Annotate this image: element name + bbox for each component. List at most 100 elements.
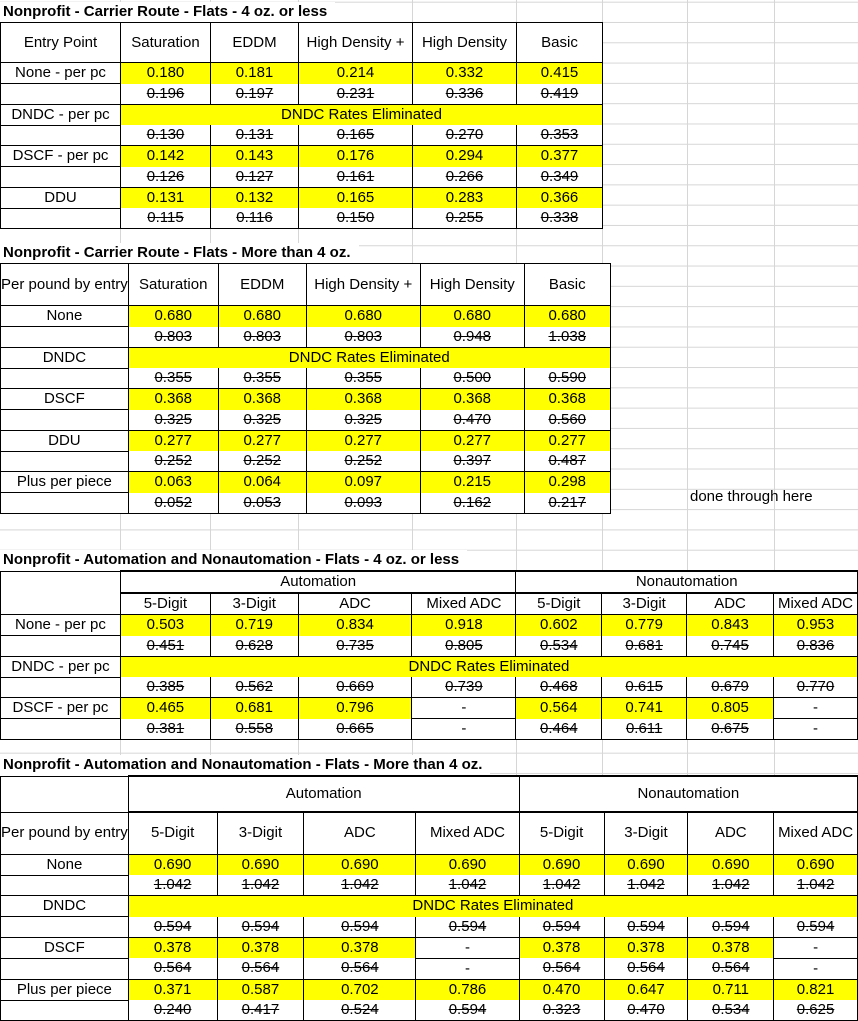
rate-current-cell[interactable]: 0.741 xyxy=(601,697,688,719)
rate-old-cell[interactable]: 0.500 xyxy=(419,368,525,389)
rate-old-cell[interactable]: 0.558 xyxy=(209,718,299,740)
rate-old-cell[interactable]: 0.353 xyxy=(516,125,603,146)
rate-current-cell[interactable]: 0.680 xyxy=(419,305,525,327)
rate-current-cell[interactable]: 0.680 xyxy=(217,305,307,327)
row-label[interactable] xyxy=(0,492,129,514)
rate-old-cell[interactable]: 0.594 xyxy=(687,916,775,938)
row-label[interactable] xyxy=(0,208,121,229)
rate-current-cell[interactable]: 0.277 xyxy=(217,430,307,451)
rate-current-cell[interactable]: 0.277 xyxy=(419,430,525,451)
row-label[interactable]: DNDC - per pc xyxy=(0,656,121,678)
column-header[interactable]: EDDM xyxy=(210,22,299,63)
rate-current-cell[interactable]: 0.277 xyxy=(523,430,611,451)
row-label[interactable] xyxy=(0,83,121,105)
column-header[interactable]: EDDM xyxy=(217,263,307,306)
rate-old-cell[interactable]: 0.417 xyxy=(216,1000,305,1021)
rate-current-cell[interactable]: 0.681 xyxy=(209,697,299,719)
rate-old-cell[interactable]: 0.270 xyxy=(412,125,517,146)
table-title-carrier-route-4oz-or-less[interactable]: Nonprofit - Carrier Route - Flats - 4 oz… xyxy=(0,2,336,22)
rate-current-cell[interactable]: 0.368 xyxy=(523,388,611,410)
row-label[interactable]: Plus per piece xyxy=(0,979,129,1001)
rate-old-cell[interactable]: 0.594 xyxy=(303,916,417,938)
rate-current-cell[interactable]: 0.368 xyxy=(419,388,525,410)
rate-old-cell[interactable]: 1.038 xyxy=(523,326,611,348)
column-header[interactable]: ADC xyxy=(687,812,775,855)
dndc-eliminated-banner[interactable]: DNDC Rates Eliminated xyxy=(127,347,611,368)
rate-old-cell[interactable]: 0.150 xyxy=(298,208,413,229)
rate-current-cell[interactable]: 0.277 xyxy=(305,430,421,451)
rate-old-cell[interactable]: 1.042 xyxy=(603,875,689,896)
rate-dash-cell[interactable]: - xyxy=(773,958,858,980)
row-label[interactable] xyxy=(0,409,129,431)
row-label[interactable]: DNDC xyxy=(0,895,129,917)
rate-old-cell[interactable]: 0.803 xyxy=(127,326,219,348)
rate-old-cell[interactable]: 1.042 xyxy=(127,875,218,896)
table-title-automation-4oz-or-less[interactable]: Nonprofit - Automation and Nonautomation… xyxy=(0,550,468,570)
row-label[interactable]: DSCF xyxy=(0,388,129,410)
rate-old-cell[interactable]: 0.355 xyxy=(127,368,219,389)
rate-old-cell[interactable]: 0.126 xyxy=(120,166,211,188)
rate-current-cell[interactable]: 0.366 xyxy=(516,187,603,208)
rate-old-cell[interactable]: 0.197 xyxy=(210,83,299,105)
rate-current-cell[interactable]: 0.132 xyxy=(210,187,299,208)
rate-dash-cell[interactable]: - xyxy=(411,697,517,719)
rate-dash-cell[interactable]: - xyxy=(411,718,517,740)
column-header[interactable]: ADC xyxy=(686,593,774,615)
rate-current-cell[interactable]: 0.378 xyxy=(518,937,605,958)
row-label[interactable]: DDU xyxy=(0,187,121,209)
rate-old-cell[interactable]: 0.397 xyxy=(419,451,525,472)
rate-old-cell[interactable]: 0.803 xyxy=(305,326,421,348)
rate-old-cell[interactable]: 0.615 xyxy=(601,677,688,698)
rate-dash-cell[interactable]: - xyxy=(415,958,520,980)
rate-old-cell[interactable]: 0.252 xyxy=(305,451,421,472)
rate-current-cell[interactable]: 0.690 xyxy=(687,854,775,875)
column-header[interactable]: High Density + xyxy=(305,263,421,306)
column-header[interactable]: Saturation xyxy=(127,263,219,306)
rate-old-cell[interactable]: 0.196 xyxy=(120,83,211,105)
rate-current-cell[interactable]: 0.214 xyxy=(298,62,413,84)
rate-current-cell[interactable]: 0.378 xyxy=(603,937,689,958)
rate-current-cell[interactable]: 0.711 xyxy=(687,979,775,1000)
rate-old-cell[interactable]: 0.338 xyxy=(516,208,603,229)
rate-old-cell[interactable]: 0.564 xyxy=(216,958,305,980)
rate-old-cell[interactable]: 0.594 xyxy=(603,916,689,938)
rate-current-cell[interactable]: 0.796 xyxy=(297,697,413,719)
rate-current-cell[interactable]: 0.283 xyxy=(412,187,517,208)
rate-old-cell[interactable]: 0.336 xyxy=(412,83,517,105)
group-header-nonautomation[interactable]: Nonautomation xyxy=(515,570,858,594)
rate-current-cell[interactable]: 0.918 xyxy=(411,614,517,636)
rate-old-cell[interactable]: 0.325 xyxy=(127,409,219,431)
rate-old-cell[interactable]: 0.534 xyxy=(687,1000,775,1021)
row-label[interactable] xyxy=(0,916,129,938)
rate-old-cell[interactable]: 0.948 xyxy=(419,326,525,348)
corner-header-cell[interactable]: Per pound by entry xyxy=(0,263,129,306)
row-label[interactable]: DSCF - per pc xyxy=(0,697,121,719)
rate-current-cell[interactable]: 0.180 xyxy=(120,62,211,84)
rate-current-cell[interactable]: 0.690 xyxy=(773,854,858,875)
rate-current-cell[interactable]: 0.378 xyxy=(127,937,218,958)
rate-current-cell[interactable]: 0.332 xyxy=(412,62,517,84)
rate-current-cell[interactable]: 0.779 xyxy=(601,614,688,636)
rate-old-cell[interactable]: 0.564 xyxy=(687,958,775,980)
rate-old-cell[interactable]: 0.628 xyxy=(209,635,299,657)
rate-old-cell[interactable]: 0.266 xyxy=(412,166,517,188)
column-header[interactable]: Mixed ADC xyxy=(415,812,520,855)
row-label[interactable]: None - per pc xyxy=(0,62,121,84)
rate-dash-cell[interactable]: - xyxy=(772,697,858,719)
rate-current-cell[interactable]: 0.503 xyxy=(119,614,211,636)
rate-current-cell[interactable]: 0.064 xyxy=(217,471,307,493)
row-label[interactable] xyxy=(0,875,129,896)
dndc-eliminated-banner[interactable]: DNDC Rates Eliminated xyxy=(120,104,603,125)
rate-old-cell[interactable]: 0.594 xyxy=(773,916,858,938)
table-title-automation-more-than-4oz[interactable]: Nonprofit - Automation and Nonautomation… xyxy=(0,755,491,775)
rate-dash-cell[interactable]: - xyxy=(772,718,858,740)
rate-old-cell[interactable]: 0.052 xyxy=(127,492,219,514)
rate-current-cell[interactable]: 0.564 xyxy=(515,697,603,719)
column-header[interactable]: 3-Digit xyxy=(216,812,305,855)
rate-old-cell[interactable]: 0.053 xyxy=(217,492,307,514)
rate-old-cell[interactable]: 0.564 xyxy=(303,958,417,980)
rate-current-cell[interactable]: 0.378 xyxy=(216,937,305,958)
rate-old-cell[interactable]: 0.252 xyxy=(217,451,307,472)
rate-current-cell[interactable]: 0.719 xyxy=(209,614,299,636)
rate-current-cell[interactable]: 0.143 xyxy=(210,145,299,167)
